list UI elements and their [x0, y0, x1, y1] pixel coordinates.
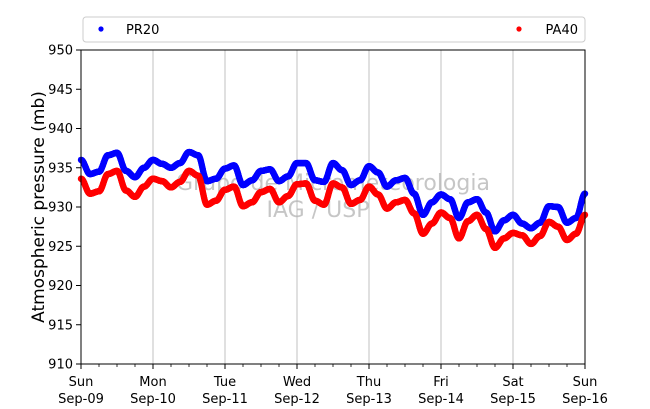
y-tick-label: 945 [48, 83, 73, 98]
y-axis-title: Atmospheric pressure (mb) [29, 91, 49, 323]
y-tick-label: 915 [48, 318, 73, 333]
x-tick-label-date: Sep-15 [490, 392, 536, 407]
y-axis: 910 915 920 925 930 935 940 945 950 [48, 44, 81, 373]
x-tick-label-date: Sep-14 [418, 392, 464, 407]
x-tick-label-day: Mon [139, 375, 166, 390]
legend-label-pr20: PR20 [126, 23, 159, 38]
x-tick-label-day: Sat [502, 375, 523, 390]
x-tick-label-date: Sep-12 [274, 392, 320, 407]
legend: PR20 PA40 [82, 16, 586, 43]
legend-marker-pr20 [98, 26, 104, 32]
y-tick-label: 930 [48, 201, 73, 216]
x-tick-label-date: Sep-16 [562, 392, 608, 407]
grid-lines [152, 50, 514, 364]
legend-label-pa40: PA40 [546, 23, 578, 38]
x-tick-label-date: Sep-09 [58, 392, 104, 407]
x-axis: Sun Sep-09 Mon Sep-10 Tue Sep-11 Wed Sep-12 Thu S… [58, 364, 608, 407]
legend-marker-pa40 [516, 26, 522, 32]
y-tick-label: 925 [48, 240, 73, 255]
x-tick-label-day: Sun [69, 375, 94, 390]
legend-box [82, 16, 586, 43]
series-pa40 [77, 167, 589, 252]
x-tick-label-day: Wed [283, 375, 311, 390]
x-tick-label-day: Tue [213, 375, 236, 390]
x-tick-label-date: Sep-10 [130, 392, 176, 407]
x-tick-label-date: Sep-13 [346, 392, 392, 407]
x-tick-label-day: Fri [433, 375, 449, 390]
x-tick-label-day: Sun [573, 375, 598, 390]
y-tick-label: 940 [48, 122, 73, 137]
y-tick-label: 935 [48, 161, 73, 176]
series-pr20 [77, 148, 589, 235]
series-points [77, 148, 589, 252]
y-tick-label: 910 [48, 358, 73, 373]
y-tick-label: 950 [48, 44, 73, 59]
y-tick-label: 920 [48, 279, 73, 294]
x-tick-label-date: Sep-11 [202, 392, 248, 407]
x-tick-label-day: Thu [356, 375, 381, 390]
